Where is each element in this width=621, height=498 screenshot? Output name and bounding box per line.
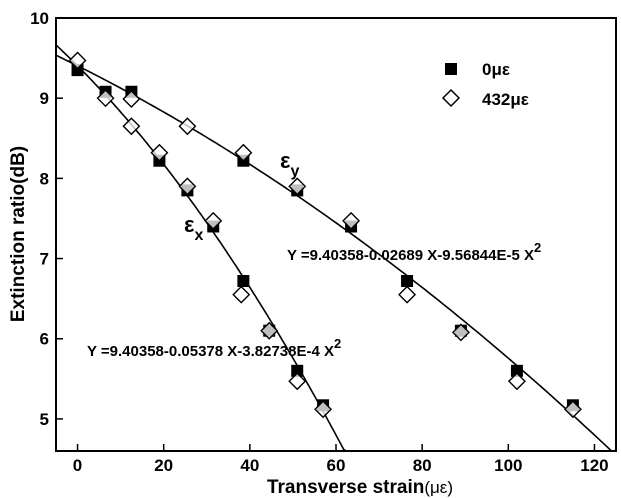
x-tick-label: 0 bbox=[73, 456, 82, 475]
marker-432me bbox=[314, 400, 333, 419]
legend: 0με 432με bbox=[441, 60, 529, 109]
legend-label-432me: 432με bbox=[482, 90, 529, 109]
marker-432me bbox=[232, 285, 251, 304]
x-axis-title-unit: (με) bbox=[424, 478, 453, 497]
marker-432me bbox=[507, 372, 526, 391]
curve-label-epsilon-y: εy bbox=[280, 148, 299, 180]
x-axis: 0 20 40 60 80 100 120 bbox=[73, 444, 609, 475]
fit-equation-x: Y =9.40358-0.05378 X-3.82738E-4 X2 bbox=[87, 336, 341, 360]
curve-label-epsilon-x: εx bbox=[184, 212, 203, 244]
marker-432me bbox=[342, 211, 361, 230]
fit-equation-y: Y =9.40358-0.02689 X-9.56844E-5 X2 bbox=[287, 240, 541, 264]
fit-equation-x-text: Y =9.40358-0.05378 X-3.82738E-4 X bbox=[87, 343, 334, 360]
fit-equation-y-text: Y =9.40358-0.02689 X-9.56844E-5 X bbox=[287, 247, 534, 264]
curve-label-epsilon-y-base: ε bbox=[280, 148, 291, 173]
marker-432me bbox=[288, 177, 307, 196]
marker-432me bbox=[178, 177, 197, 196]
marker-0me bbox=[237, 275, 250, 288]
marker-0me bbox=[510, 364, 523, 377]
plot-frame bbox=[55, 17, 617, 452]
marker-432me bbox=[178, 117, 197, 136]
legend-label-0me: 0με bbox=[482, 60, 510, 79]
y-axis: 5 6 7 8 9 10 bbox=[30, 9, 63, 429]
y-tick-label: 10 bbox=[30, 9, 49, 28]
fit-equation-x-exponent: 2 bbox=[334, 336, 341, 351]
marker-432me bbox=[234, 143, 253, 162]
marker-432me bbox=[122, 117, 141, 136]
marker-0me bbox=[291, 364, 304, 377]
curve-label-epsilon-x-base: ε bbox=[184, 212, 195, 237]
x-tick-label: 100 bbox=[494, 456, 522, 475]
x-tick-label: 80 bbox=[413, 456, 432, 475]
data-markers bbox=[68, 51, 582, 419]
x-tick-label: 120 bbox=[580, 456, 608, 475]
marker-432me bbox=[122, 89, 141, 108]
marker-432me bbox=[150, 143, 169, 162]
legend-marker-432me bbox=[441, 88, 461, 108]
marker-0me bbox=[71, 64, 84, 77]
curve-label-epsilon-x-sub: x bbox=[194, 227, 203, 244]
marker-0me bbox=[401, 275, 414, 288]
marker-432me bbox=[204, 211, 223, 230]
y-tick-label: 8 bbox=[40, 169, 49, 188]
x-tick-label: 20 bbox=[154, 456, 173, 475]
y-tick-label: 9 bbox=[40, 89, 49, 108]
y-axis-title: Extinction ratio(dB) bbox=[8, 146, 29, 322]
marker-432me bbox=[563, 400, 582, 419]
curve-label-epsilon-y-sub: y bbox=[290, 163, 299, 180]
x-tick-label: 40 bbox=[240, 456, 259, 475]
marker-432me bbox=[451, 323, 470, 342]
y-tick-label: 6 bbox=[40, 330, 49, 349]
marker-432me bbox=[68, 51, 87, 70]
marker-432me bbox=[398, 285, 417, 304]
x-axis-title-text: Transverse strain bbox=[267, 477, 424, 498]
legend-marker-0me bbox=[445, 63, 457, 75]
x-tick-label: 60 bbox=[327, 456, 346, 475]
marker-432me bbox=[288, 372, 307, 391]
x-axis-title: Transverse strain(με) bbox=[267, 477, 453, 498]
y-tick-label: 5 bbox=[40, 410, 49, 429]
fit-equation-y-exponent: 2 bbox=[534, 240, 541, 255]
y-tick-label: 7 bbox=[40, 250, 49, 269]
marker-432me bbox=[96, 89, 115, 108]
marker-432me bbox=[260, 321, 279, 340]
